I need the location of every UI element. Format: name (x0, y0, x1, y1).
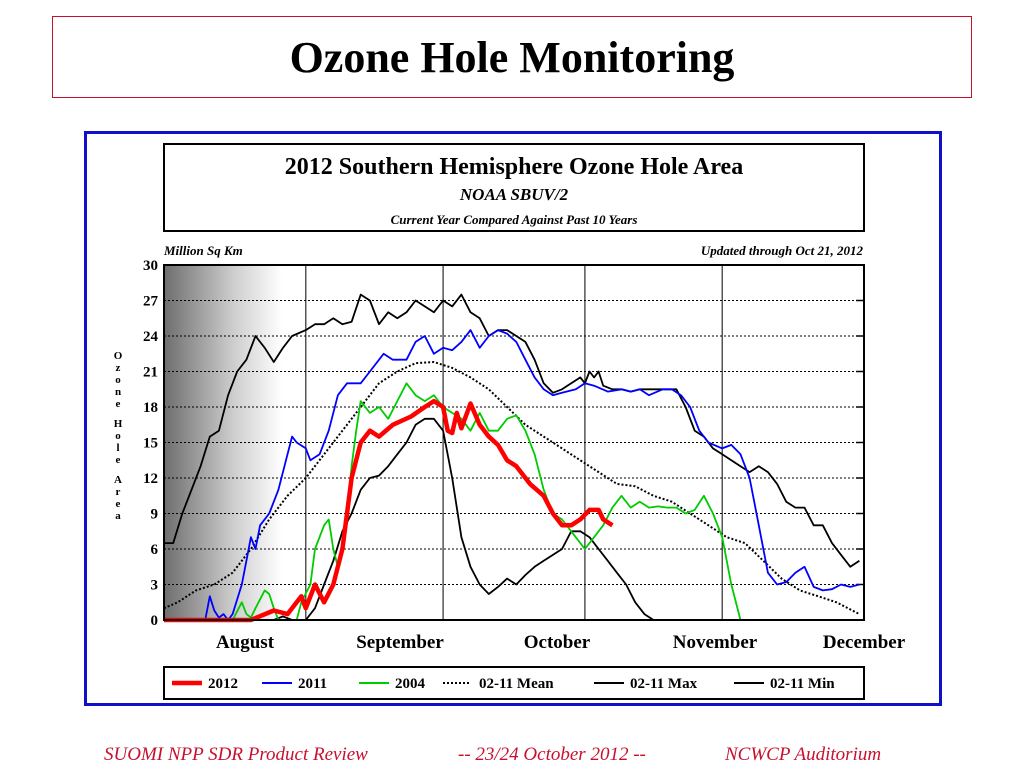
month-label: October (524, 632, 591, 653)
month-label: August (216, 632, 275, 653)
y-tick-label: 27 (143, 294, 159, 310)
footer-left: SUOMI NPP SDR Product Review (104, 744, 368, 765)
series-layer (163, 293, 860, 623)
svg-text:A: A (114, 474, 122, 486)
y-tick-label: 30 (143, 258, 158, 274)
series-line-2011 (164, 329, 860, 621)
slide-title-box: Ozone Hole Monitoring (52, 16, 972, 98)
month-labels: August September October November December (216, 632, 906, 653)
chart-subtitle-2: Current Year Compared Against Past 10 Ye… (391, 212, 638, 227)
unit-label: Million Sq Km (163, 243, 243, 258)
month-label: November (673, 632, 758, 653)
svg-text:H: H (114, 418, 123, 430)
y-tick-labels: 0 3 6 9 12 15 18 21 24 27 30 (143, 258, 159, 629)
series-line-mean (163, 361, 860, 615)
svg-text:a: a (115, 510, 121, 522)
footer: SUOMI NPP SDR Product Review -- 23/24 Oc… (0, 744, 1024, 768)
y-tick-label: 18 (143, 400, 158, 416)
slide-title: Ozone Hole Monitoring (289, 32, 735, 82)
y-tick-label: 6 (151, 542, 159, 558)
y-tick-label: 3 (151, 578, 159, 594)
footer-right: NCWCP Auditorium (725, 744, 882, 765)
svg-text:O: O (114, 350, 123, 362)
series-line-2004 (164, 382, 860, 621)
y-tick-label: 0 (151, 613, 159, 629)
ozone-chart: 2012 Southern Hemisphere Ozone Hole Area… (114, 143, 906, 700)
month-label: December (823, 632, 906, 653)
svg-text:o: o (115, 374, 121, 386)
legend: 2012 2011 2004 02-11 Mean 02-11 Max 02-11 Min (172, 676, 835, 692)
chart-title: 2012 Southern Hemisphere Ozone Hole Area (285, 154, 743, 180)
legend-label-2004: 2004 (395, 676, 426, 692)
svg-text:e: e (116, 498, 121, 510)
svg-text:e: e (116, 454, 121, 466)
series-line-2012 (164, 398, 614, 623)
svg-text:e: e (116, 398, 121, 410)
chart-header-box (163, 143, 865, 232)
updated-label: Updated through Oct 21, 2012 (701, 243, 864, 258)
legend-label-max: 02-11 Max (630, 676, 698, 692)
month-label: September (356, 632, 444, 653)
legend-label-2011: 2011 (298, 676, 327, 692)
y-tick-label: 9 (151, 507, 159, 523)
plot-border (163, 264, 865, 621)
y-tick-label: 15 (143, 436, 158, 452)
legend-label-2012: 2012 (208, 676, 238, 692)
y-tick-label: 24 (143, 329, 159, 345)
chart-subtitle: NOAA SBUV/2 (459, 185, 569, 204)
legend-label-mean: 02-11 Mean (479, 676, 554, 692)
y-tick-label: 12 (143, 471, 158, 487)
footer-center: -- 23/24 October 2012 -- (458, 744, 646, 765)
svg-text:l: l (116, 442, 119, 454)
chart-frame: 2012 Southern Hemisphere Ozone Hole Area… (84, 131, 942, 706)
y-tick-label: 21 (143, 365, 158, 381)
svg-text:r: r (116, 486, 121, 498)
svg-text:o: o (115, 430, 121, 442)
series-line-max (164, 293, 860, 568)
legend-label-min: 02-11 Min (770, 676, 835, 692)
svg-text:n: n (115, 386, 121, 398)
svg-text:z: z (116, 362, 121, 374)
pre-season-shading (164, 265, 282, 620)
